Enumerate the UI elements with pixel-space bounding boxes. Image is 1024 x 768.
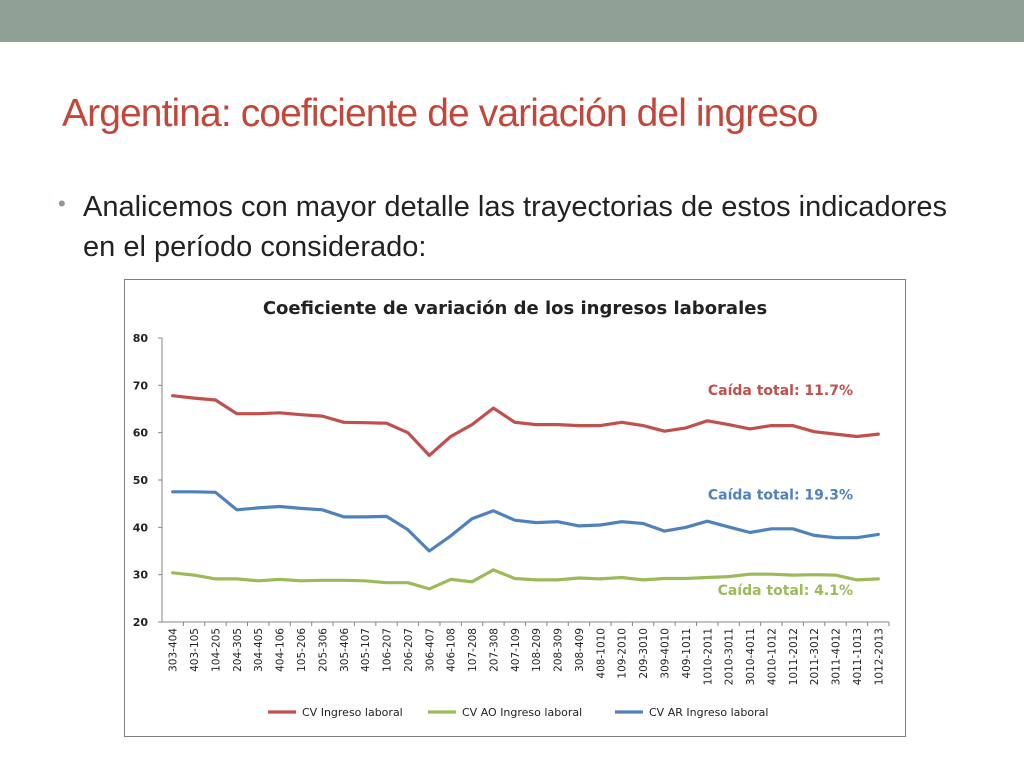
legend-label: CV Ingreso laboral xyxy=(302,706,403,719)
x-tick-label: 409-1011 xyxy=(681,628,693,679)
x-tick-label: 305-406 xyxy=(339,628,351,672)
series-line-2 xyxy=(171,568,880,591)
y-tick-label: 30 xyxy=(133,569,149,582)
legend-label: CV AO Ingreso laboral xyxy=(462,706,582,719)
chart-title: Coeficiente de variación de los ingresos… xyxy=(263,298,767,319)
annotation-total-drop-1: Caída total: 11.7% xyxy=(708,383,853,399)
y-tick-label: 70 xyxy=(133,379,149,392)
x-tick-label: 303-404 xyxy=(168,628,180,672)
slide-title: Argentina: coeficiente de variación del … xyxy=(62,92,818,135)
x-tick-label: 407-109 xyxy=(510,628,522,672)
x-tick-label: 304-405 xyxy=(253,628,265,672)
x-tick-label: 4010-1012 xyxy=(766,628,778,685)
x-tick-label: 3010-4011 xyxy=(745,628,757,685)
bullet-marker: • xyxy=(58,191,66,216)
x-tick-label: 109-2010 xyxy=(617,628,629,679)
x-tick-label: 306-407 xyxy=(424,628,436,672)
line-chart: Coeficiente de variación de los ingresos… xyxy=(133,298,890,719)
x-tick-label: 405-107 xyxy=(360,628,372,672)
x-tick-label: 205-306 xyxy=(317,628,329,672)
x-tick-label: 403-105 xyxy=(189,628,201,672)
y-tick-label: 20 xyxy=(133,616,149,629)
chart-frame: Coeficiente de variación de los ingresos… xyxy=(124,279,906,737)
x-tick-label: 207-308 xyxy=(488,628,500,672)
x-tick-label: 404-106 xyxy=(275,628,287,672)
x-tick-label: 4011-1013 xyxy=(852,628,864,685)
y-tick-label: 40 xyxy=(133,521,149,534)
top-color-band xyxy=(0,0,1024,42)
x-tick-label: 104-205 xyxy=(210,628,222,672)
x-tick-label: 206-207 xyxy=(403,628,415,672)
annotation-total-drop-2: Caída total: 19.3% xyxy=(708,487,853,503)
series-line-3 xyxy=(171,490,880,553)
x-tick-label: 2010-3011 xyxy=(724,628,736,685)
x-tick-label: 106-207 xyxy=(382,628,394,672)
x-tick-label: 1010-2011 xyxy=(702,628,714,685)
x-tick-label: 308-409 xyxy=(574,628,586,672)
x-tick-label: 107-208 xyxy=(467,628,479,672)
x-tick-label: 209-3010 xyxy=(638,628,650,679)
x-tick-label: 1012-2013 xyxy=(873,628,885,685)
annotation-total-drop-3: Caída total: 4.1% xyxy=(718,583,853,599)
y-tick-label: 50 xyxy=(133,474,149,487)
x-tick-label: 208-309 xyxy=(553,628,565,672)
bullet-text: Analicemos con mayor detalle las trayect… xyxy=(83,191,947,263)
y-tick-label: 80 xyxy=(133,332,149,345)
x-tick-label: 204-305 xyxy=(232,628,244,672)
x-tick-label: 408-1010 xyxy=(595,628,607,679)
x-tick-label: 406-108 xyxy=(446,628,458,672)
x-tick-label: 105-206 xyxy=(296,628,308,672)
x-tick-label: 2011-3012 xyxy=(809,628,821,685)
x-tick-label: 1011-2012 xyxy=(788,628,800,685)
series-line-1 xyxy=(171,394,880,457)
legend-label: CV AR Ingreso laboral xyxy=(649,706,768,719)
x-tick-label: 3011-4012 xyxy=(831,628,843,685)
y-tick-label: 60 xyxy=(133,427,149,440)
bullet-item: • Analicemos con mayor detalle las traye… xyxy=(58,187,958,267)
x-tick-label: 108-209 xyxy=(531,628,543,672)
x-tick-label: 309-4010 xyxy=(659,628,671,679)
